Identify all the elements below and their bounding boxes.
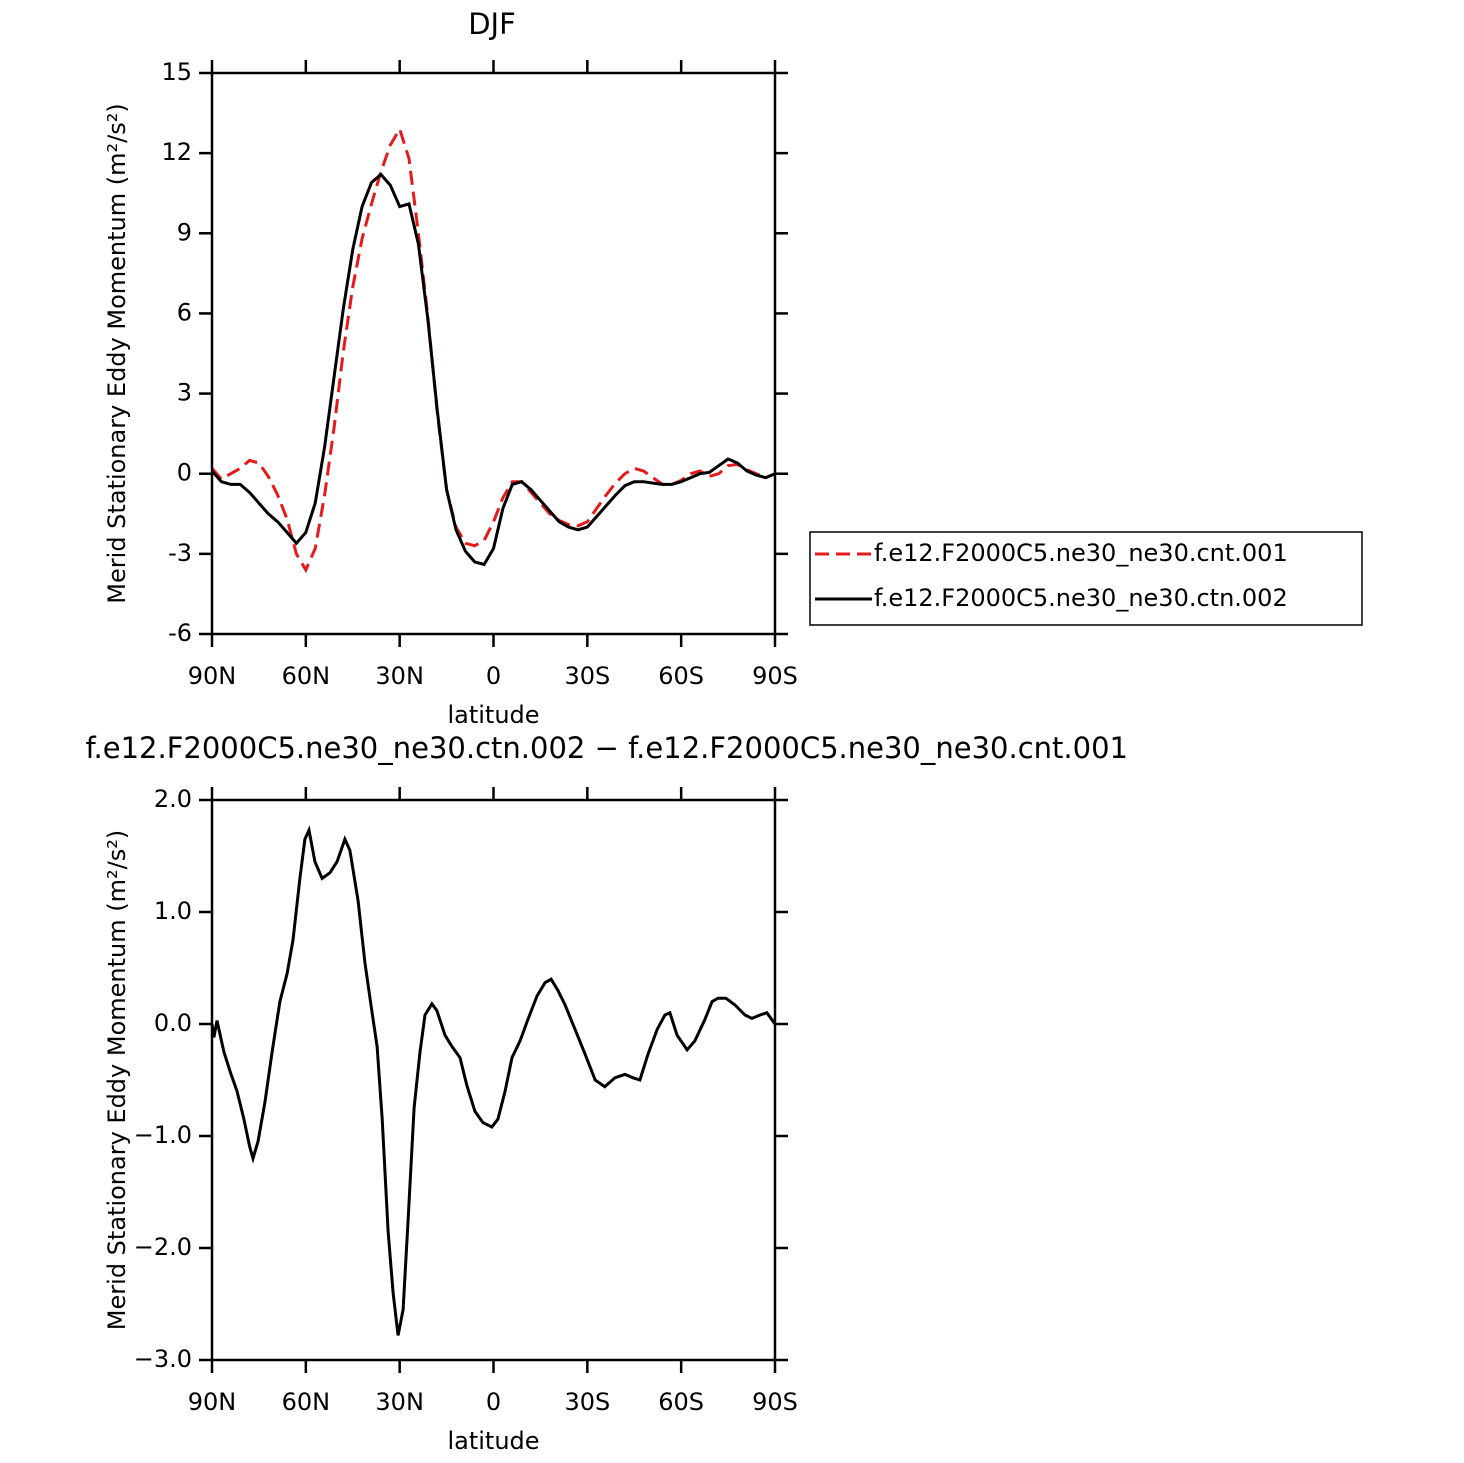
- y-tick-label: 0.0: [154, 1009, 192, 1037]
- y-axis-label: Merid Stationary Eddy Momentum (m²/s²): [103, 830, 131, 1330]
- y-tick-label: 6: [177, 298, 192, 326]
- y-tick-label: 0: [177, 459, 192, 487]
- x-axis-label: latitude: [447, 1427, 539, 1455]
- x-tick-label: 90N: [188, 662, 237, 690]
- x-tick-label: 90S: [752, 1388, 798, 1416]
- x-tick-label: 30N: [375, 662, 424, 690]
- x-tick-label: 60S: [658, 1388, 704, 1416]
- x-tick-label: 60S: [658, 662, 704, 690]
- legend-box: [809, 531, 1363, 626]
- chart-title: f.e12.F2000C5.ne30_ne30.ctn.002 − f.e12.…: [85, 731, 1128, 765]
- legend-label: f.e12.F2000C5.ne30_ne30.cnt.001: [874, 539, 1288, 567]
- y-tick-label: 3: [177, 379, 192, 407]
- x-tick-label: 30S: [564, 662, 610, 690]
- y-tick-label: −3.0: [134, 1345, 192, 1373]
- y-tick-label: −1.0: [134, 1121, 192, 1149]
- y-tick-label: 2.0: [154, 785, 192, 813]
- x-tick-label: 60N: [282, 1388, 331, 1416]
- x-axis-label: latitude: [447, 701, 539, 729]
- chart-title: DJF: [468, 7, 516, 41]
- x-tick-label: 90N: [188, 1388, 237, 1416]
- x-tick-label: 0: [486, 662, 501, 690]
- plot-frame: [210, 798, 777, 1362]
- legend-label: f.e12.F2000C5.ne30_ne30.ctn.002: [874, 584, 1288, 612]
- y-tick-label: -3: [168, 539, 192, 567]
- y-tick-label: -6: [168, 619, 192, 647]
- y-tick-label: 15: [161, 58, 192, 86]
- y-tick-label: −2.0: [134, 1233, 192, 1261]
- y-axis-label: Merid Stationary Eddy Momentum (m²/s²): [103, 103, 131, 603]
- series-line: [210, 172, 776, 567]
- x-tick-label: 30N: [375, 1388, 424, 1416]
- x-tick-label: 30S: [564, 1388, 610, 1416]
- series-line: [210, 125, 776, 574]
- x-tick-label: 0: [486, 1388, 501, 1416]
- series-line: [210, 825, 777, 1336]
- y-tick-label: 12: [161, 138, 192, 166]
- y-tick-label: 9: [177, 218, 192, 246]
- y-tick-label: 1.0: [154, 897, 192, 925]
- x-tick-label: 90S: [752, 662, 798, 690]
- x-tick-label: 60N: [282, 662, 331, 690]
